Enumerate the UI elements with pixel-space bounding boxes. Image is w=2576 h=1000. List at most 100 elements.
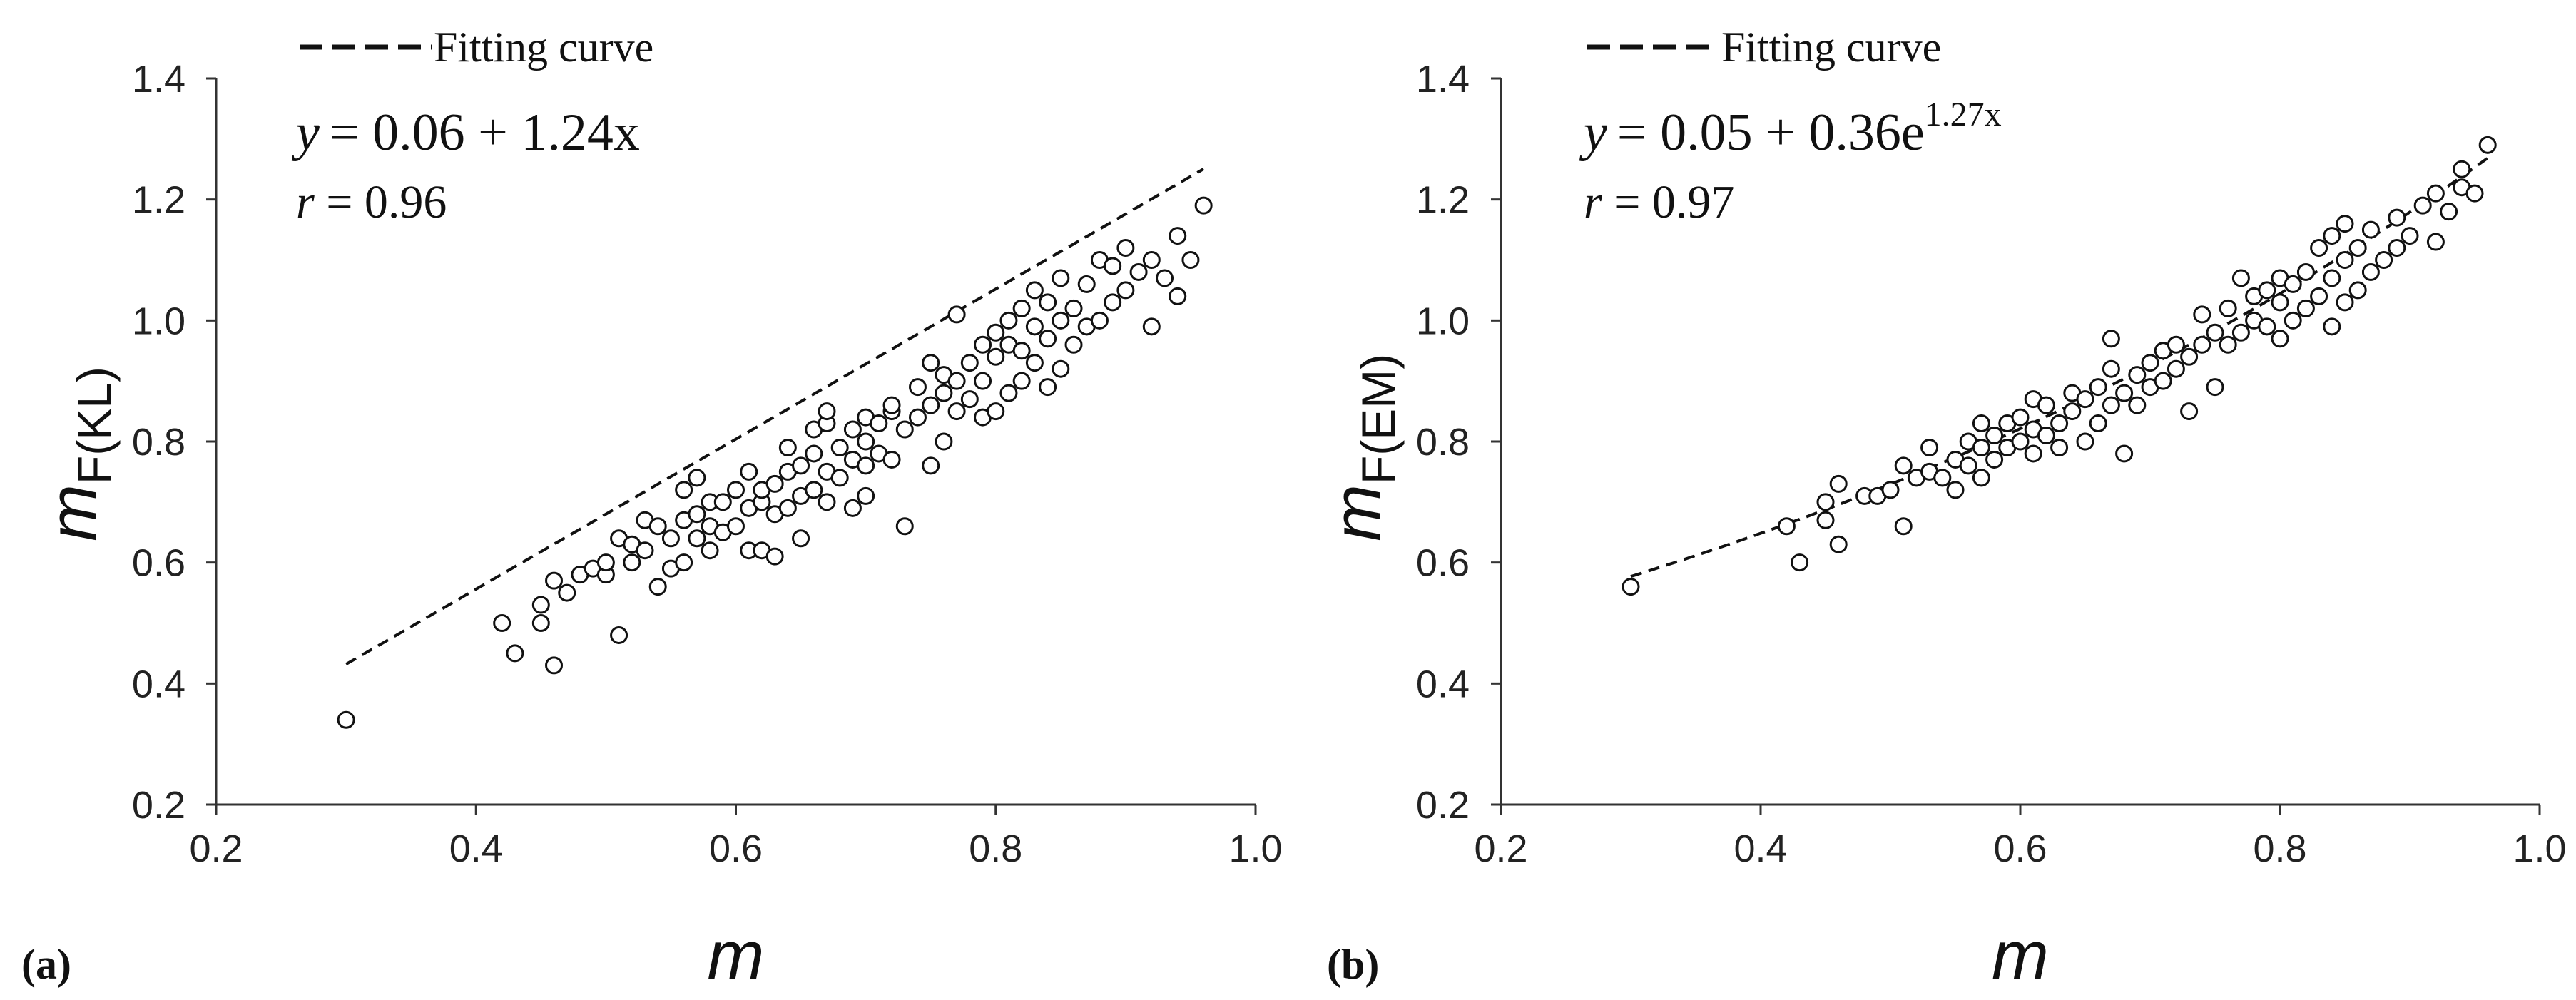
data-point (2310, 239, 2328, 257)
data-point (908, 408, 927, 427)
data-point (2037, 396, 2055, 414)
data-point (2180, 402, 2199, 421)
correlation-symbol: r (296, 176, 315, 228)
y-tick-label: 1.4 (132, 58, 185, 101)
data-point (545, 656, 564, 675)
correlation-rest: = 0.96 (315, 176, 447, 228)
data-point (2453, 160, 2471, 178)
y-axis-title: mF(EM) (1319, 354, 1405, 541)
data-point (1129, 262, 1148, 281)
data-point (2102, 330, 2120, 348)
data-point (922, 456, 940, 475)
data-point (648, 578, 667, 596)
data-point (1012, 372, 1031, 390)
data-point (2336, 293, 2354, 312)
data-point (843, 499, 862, 517)
data-point (895, 517, 914, 536)
data-point (675, 553, 693, 572)
data-point (2089, 414, 2107, 433)
data-point (2284, 275, 2302, 293)
data-point (882, 396, 901, 414)
data-point (596, 553, 615, 572)
data-point (1622, 578, 1640, 596)
data-point (830, 438, 849, 456)
data-point (688, 529, 706, 548)
data-point (558, 583, 576, 602)
data-point (2258, 317, 2276, 336)
data-point (1025, 281, 1044, 300)
data-point (2128, 396, 2147, 414)
data-point (2284, 311, 2302, 330)
data-point (2465, 184, 2484, 203)
x-tick-label: 0.6 (1993, 827, 2047, 870)
y-tick-label: 0.4 (132, 663, 185, 705)
data-point (960, 354, 979, 372)
data-point (974, 335, 992, 354)
y-tick-label: 0.4 (1416, 663, 1470, 705)
x-tick-label: 0.2 (1474, 827, 1527, 870)
data-point (1920, 438, 1939, 456)
x-tick-label: 0.8 (969, 827, 1022, 870)
panel-label: (b) (1327, 941, 1379, 988)
data-point (648, 517, 667, 536)
x-tick-label: 1.0 (2513, 827, 2566, 870)
data-point (506, 644, 524, 663)
data-point (2323, 269, 2341, 287)
data-point (1064, 299, 1083, 317)
data-point (688, 469, 706, 487)
data-point (2219, 335, 2237, 354)
data-point (1881, 481, 1900, 499)
data-point (713, 493, 732, 511)
data-point (2323, 227, 2341, 245)
x-tick-label: 0.8 (2253, 827, 2306, 870)
data-point (2102, 396, 2120, 414)
data-point (2167, 359, 2185, 378)
data-point (922, 396, 940, 414)
x-tick-label: 0.4 (449, 827, 503, 870)
data-point (1090, 311, 1109, 330)
data-point (857, 456, 875, 475)
data-point (740, 462, 758, 481)
data-point (1985, 450, 2004, 469)
data-point (2361, 262, 2380, 281)
data-point (675, 481, 693, 499)
data-point (1169, 227, 1187, 245)
data-point (2193, 335, 2211, 354)
y-tick-label: 0.2 (1416, 784, 1470, 827)
data-point (1946, 481, 1965, 499)
y-axis-title-subscript: F(EM) (1352, 354, 1405, 484)
panel-label: (a) (21, 941, 71, 988)
data-point (947, 402, 966, 421)
data-point (987, 323, 1005, 342)
data-point (1025, 354, 1044, 372)
data-point (2050, 414, 2069, 433)
data-point (1169, 287, 1187, 305)
data-point (2102, 359, 2120, 378)
data-point (2440, 203, 2458, 221)
data-point (2063, 402, 2082, 421)
data-point (1156, 269, 1174, 287)
data-point (987, 347, 1005, 366)
x-axis-title: m (1992, 917, 2049, 994)
data-point (2336, 215, 2354, 233)
data-point (1959, 456, 1977, 475)
y-axis-title-main: m (1319, 484, 1395, 541)
data-point (999, 384, 1018, 402)
data-point (1972, 438, 1990, 456)
data-point (1012, 342, 1031, 360)
data-point (1142, 317, 1161, 336)
panel-a: 0.2 0.4 0.6 0.8 1.0 1.2 1.4 0.2 0.4 0.6 0.8 1.0 Fitt… (21, 24, 1283, 994)
data-point (947, 372, 966, 390)
data-point (1052, 359, 1070, 378)
correlation-value: r = 0.97 (1584, 176, 1734, 228)
data-point (1064, 335, 1083, 354)
data-point (1194, 196, 1213, 215)
data-point (2413, 196, 2432, 215)
x-tick-label: 1.0 (1228, 827, 1282, 870)
y-tick-label: 0.8 (132, 421, 185, 464)
data-point (2336, 251, 2354, 269)
y-tick-label: 1.0 (132, 300, 185, 342)
data-point (623, 553, 641, 572)
data-point (999, 311, 1018, 330)
equation-exponent: 1.27x (1925, 96, 2002, 133)
